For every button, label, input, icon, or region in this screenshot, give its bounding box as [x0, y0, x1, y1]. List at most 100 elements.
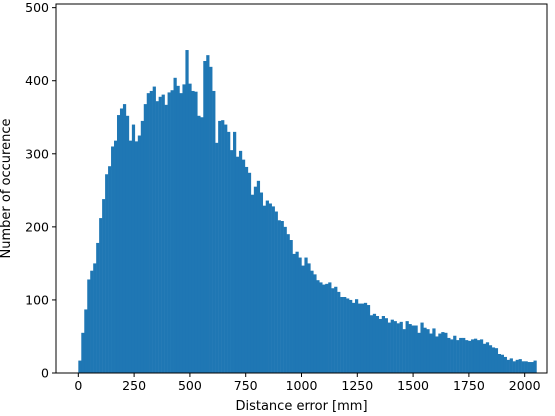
histogram-bar — [328, 282, 332, 373]
histogram-bar — [197, 115, 201, 373]
x-tick-label: 1500 — [397, 378, 429, 393]
histogram-bar — [230, 150, 234, 373]
histogram-bar — [479, 339, 484, 373]
histogram-bar — [274, 211, 278, 373]
x-axis-ticks: 0 250 500 750 1000 1250 1500 1750 2000 — [74, 373, 541, 393]
x-tick-label: 1000 — [286, 378, 318, 393]
histogram-bar — [423, 327, 427, 373]
histogram-bar — [111, 146, 115, 373]
histogram-bar — [116, 115, 121, 374]
histogram-bar — [319, 282, 323, 373]
histogram-bar — [182, 84, 186, 374]
histogram-bar — [212, 90, 216, 373]
histogram-bar — [500, 354, 504, 373]
histogram-bar — [488, 345, 493, 373]
x-tick-label: 2000 — [509, 378, 541, 393]
histogram-bar — [527, 362, 531, 373]
histogram-bar — [265, 200, 269, 373]
histogram-bar — [533, 360, 537, 373]
histogram-bar — [491, 347, 496, 373]
histogram-bar — [179, 93, 183, 373]
histogram-bar — [253, 186, 258, 373]
histogram-bar — [331, 288, 335, 373]
histogram-bar — [503, 356, 507, 373]
y-tick-label: 500 — [25, 0, 49, 15]
histogram-bar — [360, 303, 365, 373]
histogram-bar — [366, 305, 371, 373]
histogram-bar — [283, 226, 287, 373]
histogram-bar — [188, 83, 192, 374]
histogram-bar — [209, 66, 213, 374]
histogram-bar — [408, 324, 412, 373]
histogram-bar — [173, 77, 177, 374]
histogram-bar — [250, 194, 255, 373]
histogram-bar — [417, 332, 421, 373]
histogram-bar — [78, 360, 82, 373]
histogram-bar — [114, 140, 118, 373]
histogram-bar — [286, 234, 290, 373]
histogram-bar — [298, 257, 302, 373]
histogram-bar — [307, 263, 311, 373]
histogram-bar — [224, 124, 228, 373]
x-tick-label: 0 — [74, 378, 82, 393]
histogram-bar — [262, 205, 266, 373]
histogram-bar — [343, 297, 347, 373]
histogram-bar — [393, 321, 397, 373]
histogram-bar — [524, 361, 528, 373]
histogram-bar — [203, 60, 207, 374]
histogram-bar — [357, 303, 362, 373]
histogram-bar — [295, 251, 299, 373]
histogram-bar — [194, 91, 198, 373]
histogram-bar — [191, 90, 195, 373]
histogram-bar — [316, 280, 320, 373]
histogram-bar — [313, 274, 317, 373]
histogram-bar — [447, 337, 451, 373]
histogram-bar — [105, 174, 109, 373]
histogram-bar — [340, 297, 344, 373]
histogram-bar — [164, 104, 168, 374]
histogram-bar — [473, 338, 478, 373]
histogram-bar — [131, 124, 136, 373]
histogram-bar — [119, 108, 124, 373]
histogram-bar — [509, 358, 513, 373]
histogram-bar — [185, 50, 189, 374]
y-tick-label: 100 — [25, 292, 49, 307]
histogram-bar — [143, 104, 147, 373]
histogram-bar — [414, 325, 418, 373]
histogram-bar — [96, 242, 100, 373]
histogram-bar — [372, 313, 377, 373]
histogram-bar — [468, 340, 472, 373]
y-tick-label: 300 — [25, 146, 49, 161]
histogram-bar — [494, 348, 499, 373]
histogram-bar — [176, 85, 180, 374]
histogram-bar — [146, 93, 150, 373]
histogram-bar — [476, 340, 481, 373]
histogram-bar — [310, 270, 314, 373]
histogram-bar — [322, 284, 326, 373]
histogram-bar — [102, 199, 106, 373]
histogram-bar — [280, 221, 284, 373]
histogram-bar — [227, 131, 231, 373]
histogram-bar — [140, 120, 145, 373]
histogram-bar — [241, 159, 246, 373]
histogram-bar — [459, 337, 463, 373]
histogram-bar — [277, 220, 281, 373]
histogram-bar — [482, 343, 487, 373]
histogram-bar — [387, 322, 391, 373]
histogram-bar — [444, 332, 448, 373]
histogram-bar — [450, 339, 454, 373]
histogram-bar — [378, 318, 383, 373]
histogram-bar — [301, 265, 305, 373]
y-tick-label: 0 — [41, 366, 49, 381]
histogram-bar — [271, 206, 275, 373]
histogram-bar — [384, 318, 388, 373]
histogram-bar — [515, 359, 519, 373]
histogram-bar — [426, 329, 430, 373]
histogram-bar — [512, 361, 516, 373]
histogram-bar — [485, 342, 490, 373]
histogram-bar — [521, 361, 525, 373]
histogram-bar — [152, 86, 156, 374]
x-axis-label: Distance error [mm] — [235, 399, 367, 414]
histogram-bar — [325, 283, 329, 373]
histogram-bar — [435, 336, 439, 373]
